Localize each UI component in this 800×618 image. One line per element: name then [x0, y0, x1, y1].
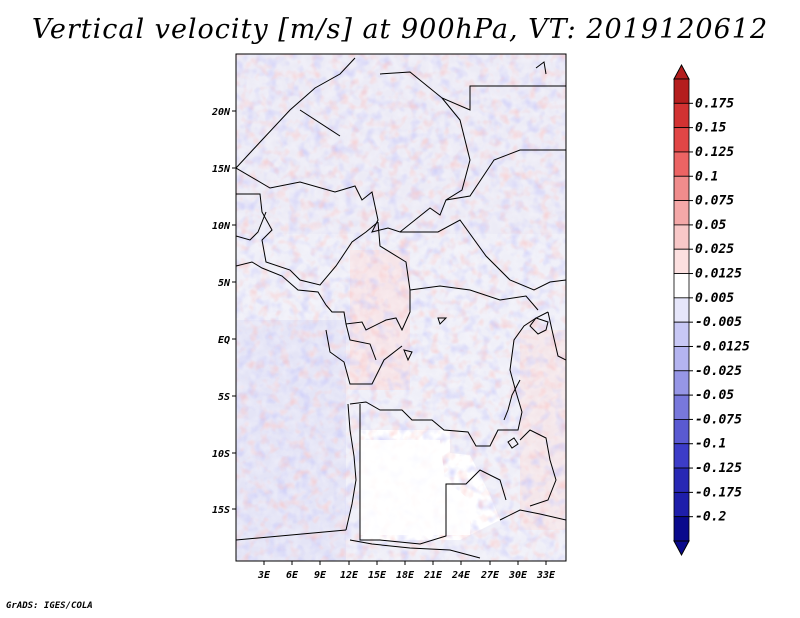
colorbar-label: 0.0125: [695, 267, 742, 282]
colorbar-swatch: [673, 467, 690, 493]
colorbar-label: 0.175: [695, 96, 734, 111]
lon-tick-label: 15E: [368, 570, 387, 581]
colorbar-label: -0.05: [695, 388, 734, 403]
lon-tick-label: 12E: [340, 570, 359, 581]
colorbar-swatch: [673, 273, 690, 299]
lon-tick-label: 27E: [480, 570, 500, 581]
colorbar-label: 0.05: [695, 218, 726, 233]
lon-tick-label: 33E: [536, 570, 556, 581]
colorbar-swatch: [673, 102, 690, 129]
colorbar-swatch: [673, 200, 690, 226]
lon-axis: 3E 6E 9E 12E 15E 18E 21E 24E 27E 30E 33E: [257, 561, 556, 581]
colorbar-label: 0.025: [695, 242, 734, 257]
colorbar-swatch: [673, 394, 690, 420]
map-title: Vertical velocity [m/s] at 900hPa, VT: 2…: [31, 14, 769, 45]
colorbar-swatch: [673, 224, 690, 250]
lon-tick-label: 3E: [257, 570, 271, 581]
colorbar-label: 0.125: [695, 145, 734, 160]
lat-tick-label: 15N: [212, 164, 231, 175]
colorbar-swatch: [673, 248, 690, 274]
colorbar-label: -0.125: [695, 461, 742, 476]
colorbar-label: -0.2: [695, 510, 726, 525]
vertical-velocity-field: [236, 54, 566, 561]
colorbar-arrow-top: [673, 63, 690, 80]
colorbar-swatch: [673, 491, 690, 518]
lon-tick-label: 21E: [423, 570, 443, 581]
lat-tick-label: 20N: [211, 107, 231, 118]
lat-tick-label: 5S: [218, 392, 230, 403]
colorbar-swatch: [673, 297, 690, 323]
colorbar-swatch: [673, 419, 690, 445]
colorbar-swatch: [673, 151, 690, 177]
footer-credit: GrADS: IGES/COLA: [6, 601, 93, 611]
colorbar-swatch: [673, 175, 690, 201]
colorbar-label: -0.1: [695, 437, 726, 452]
colorbar-label: 0.15: [695, 121, 726, 136]
lat-tick-label: EQ: [218, 335, 230, 346]
colorbar-swatch: [673, 346, 690, 372]
colorbar-label: 0.005: [695, 291, 734, 306]
lat-axis: 20N 15N 10N 5N EQ 5S 10S 15S: [211, 107, 236, 516]
lon-tick-label: 18E: [396, 570, 415, 581]
lat-tick-label: 15S: [212, 505, 230, 516]
lon-tick-label: 9E: [314, 570, 327, 581]
lon-tick-label: 24E: [451, 570, 471, 581]
colorbar-label: 0.075: [695, 194, 734, 209]
colorbar-label: -0.0125: [695, 339, 750, 354]
lat-tick-label: 10N: [212, 221, 231, 232]
colorbar-swatch: [673, 127, 690, 153]
lon-tick-label: 6E: [286, 570, 299, 581]
country-boundaries: [236, 57, 566, 559]
colorbar-label: -0.175: [695, 485, 742, 500]
colorbar-swatch: [673, 443, 690, 469]
colorbar-swatch: [673, 370, 690, 396]
map-frame: [235, 53, 567, 562]
colorbar-label: -0.005: [695, 315, 742, 330]
colorbar-swatch: [673, 321, 690, 347]
colorbar-label: -0.075: [695, 412, 742, 427]
colorbar-label: -0.025: [695, 364, 742, 379]
lat-tick-label: 5N: [218, 278, 231, 289]
lon-tick-label: 30E: [508, 570, 528, 581]
colorbar-swatch: [673, 516, 690, 542]
colorbar-swatch: [673, 78, 690, 104]
lat-tick-label: 10S: [212, 449, 230, 460]
colorbar-arrow-bottom: [673, 540, 690, 557]
colorbar: 0.175 0.15 0.125 0.1 0.075 0.05 0.025 0.0125 0.0…: [673, 63, 750, 557]
colorbar-label: 0.1: [695, 169, 718, 184]
